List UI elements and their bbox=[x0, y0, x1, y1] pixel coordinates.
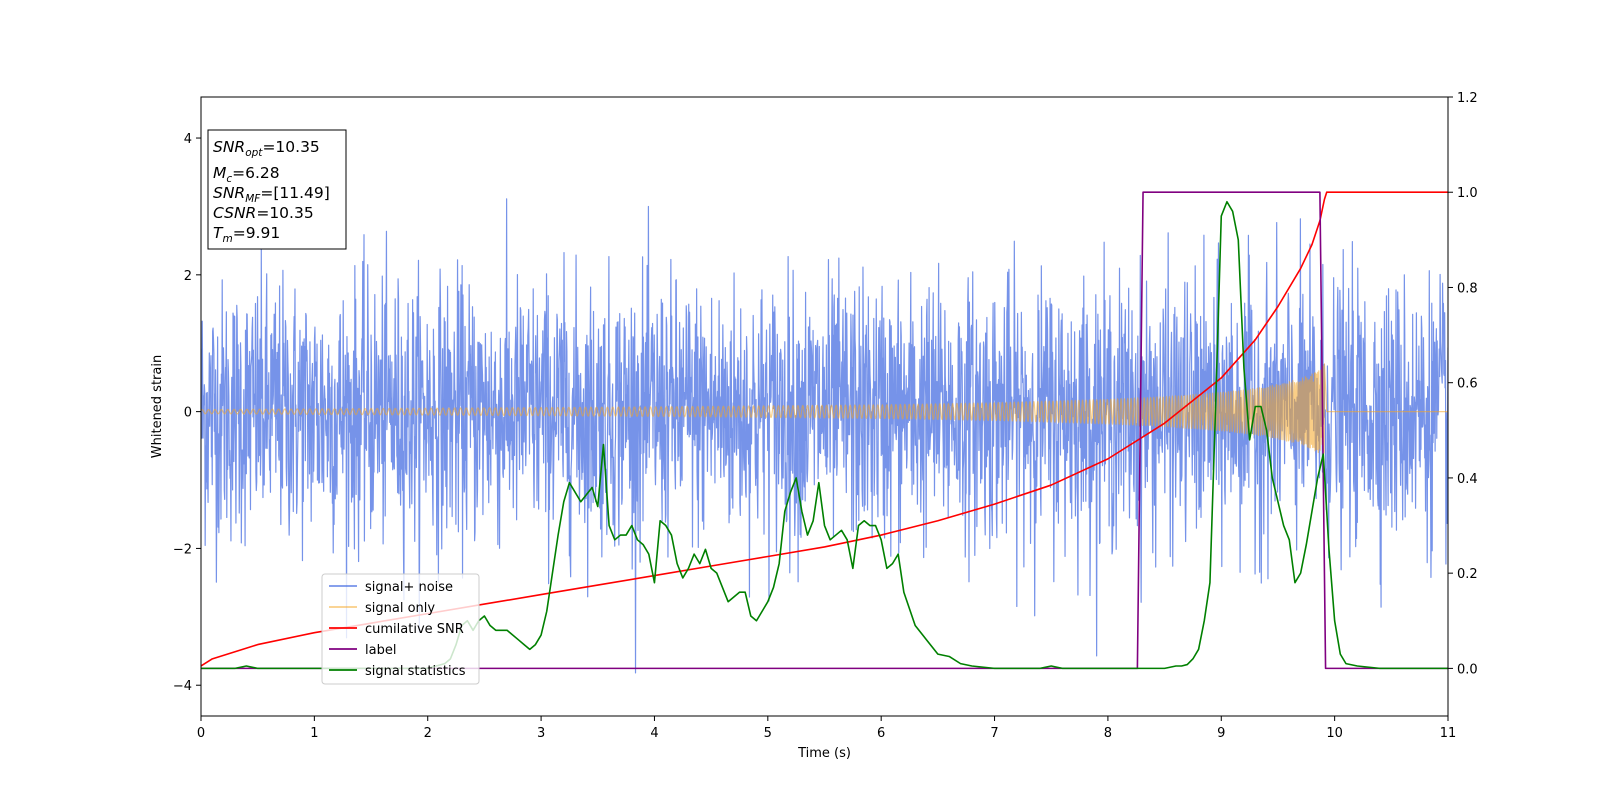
x-tick-label: 6 bbox=[877, 726, 885, 741]
legend-frame bbox=[321, 573, 480, 685]
annotation-subscript: opt bbox=[245, 147, 263, 159]
x-tick-label: 7 bbox=[990, 726, 998, 741]
y-axis-label: Whitened strain bbox=[150, 355, 165, 458]
x-tick-label: 10 bbox=[1326, 726, 1343, 741]
x-tick-label: 2 bbox=[424, 726, 432, 741]
y-tick-label: 2 bbox=[184, 269, 192, 284]
y-axis-left: −4 −2 0 2 4 bbox=[173, 132, 201, 694]
x-tick-label: 5 bbox=[764, 726, 772, 741]
x-tick-label: 8 bbox=[1104, 726, 1112, 741]
annotation-value: =9.91 bbox=[233, 224, 281, 242]
legend-label: cumilative SNR bbox=[365, 622, 464, 637]
y2-tick-label: 1.2 bbox=[1457, 91, 1478, 106]
series-signal-statistics-line bbox=[201, 200, 1448, 670]
annotation-symbol: CSNR bbox=[213, 204, 256, 222]
annotation-line: CSNR=10.35 bbox=[213, 204, 314, 222]
y2-tick-label: 0.8 bbox=[1457, 281, 1478, 296]
series-signal-only-line bbox=[201, 363, 1448, 454]
annotation-symbol: T bbox=[213, 224, 224, 242]
series-signal-noise-line bbox=[201, 198, 1448, 674]
series-label-line bbox=[201, 191, 1448, 670]
annotation-symbol: M bbox=[213, 164, 226, 182]
y-tick-label: −2 bbox=[173, 542, 192, 557]
annotation-value: =6.28 bbox=[232, 164, 280, 182]
annotation-line: Tm=9.91 bbox=[213, 224, 280, 245]
annotation-subscript: c bbox=[226, 173, 232, 185]
annotation-subscript: m bbox=[222, 233, 232, 245]
y-tick-label: 0 bbox=[184, 406, 192, 421]
annotation-value: =10.35 bbox=[262, 138, 319, 156]
legend-label: signal statistics bbox=[365, 664, 466, 679]
x-tick-label: 9 bbox=[1217, 726, 1225, 741]
y-tick-label: 4 bbox=[184, 132, 192, 147]
x-axis-label: Time (s) bbox=[797, 746, 851, 761]
annotation-line: Mc=6.28 bbox=[213, 164, 280, 185]
y2-tick-label: 1.0 bbox=[1457, 186, 1478, 201]
legend-label: label bbox=[365, 643, 396, 658]
x-axis: 0 1 2 3 4 5 6 7 8 9 10 11 bbox=[197, 716, 1456, 741]
annotation-line: SNRMF=[11.49] bbox=[213, 184, 330, 205]
x-tick-label: 4 bbox=[650, 726, 658, 741]
annotation-subscript: MF bbox=[245, 193, 261, 205]
annotation-symbol: SNR bbox=[213, 184, 245, 202]
y2-tick-label: 0.6 bbox=[1457, 377, 1478, 392]
y2-tick-label: 0.4 bbox=[1457, 472, 1478, 487]
y-axis-right: 0.0 0.2 0.4 0.6 0.8 1.0 1.2 bbox=[1448, 91, 1478, 677]
y2-tick-label: 0.0 bbox=[1457, 662, 1478, 677]
y2-tick-label: 0.2 bbox=[1457, 567, 1478, 582]
annotation-frame bbox=[207, 129, 347, 250]
annotation-value: =10.35 bbox=[256, 204, 313, 222]
x-tick-label: 0 bbox=[197, 726, 205, 741]
annotation-symbol: SNR bbox=[213, 138, 245, 156]
annotation-line: SNRopt=10.35 bbox=[213, 138, 320, 159]
x-tick-label: 11 bbox=[1440, 726, 1457, 741]
x-tick-label: 3 bbox=[537, 726, 545, 741]
legend-label: signal+ noise bbox=[365, 580, 453, 595]
annotation-box: SNRopt=10.35Mc=6.28SNRMF=[11.49]CSNR=10.… bbox=[207, 129, 347, 250]
annotation-value: =[11.49] bbox=[260, 184, 329, 202]
plot-frame bbox=[200, 96, 1449, 717]
y-tick-label: −4 bbox=[173, 679, 192, 694]
legend-label: signal only bbox=[365, 601, 435, 616]
x-tick-label: 1 bbox=[310, 726, 318, 741]
legend: signal+ noise signal only cumilative SNR la… bbox=[321, 573, 480, 685]
